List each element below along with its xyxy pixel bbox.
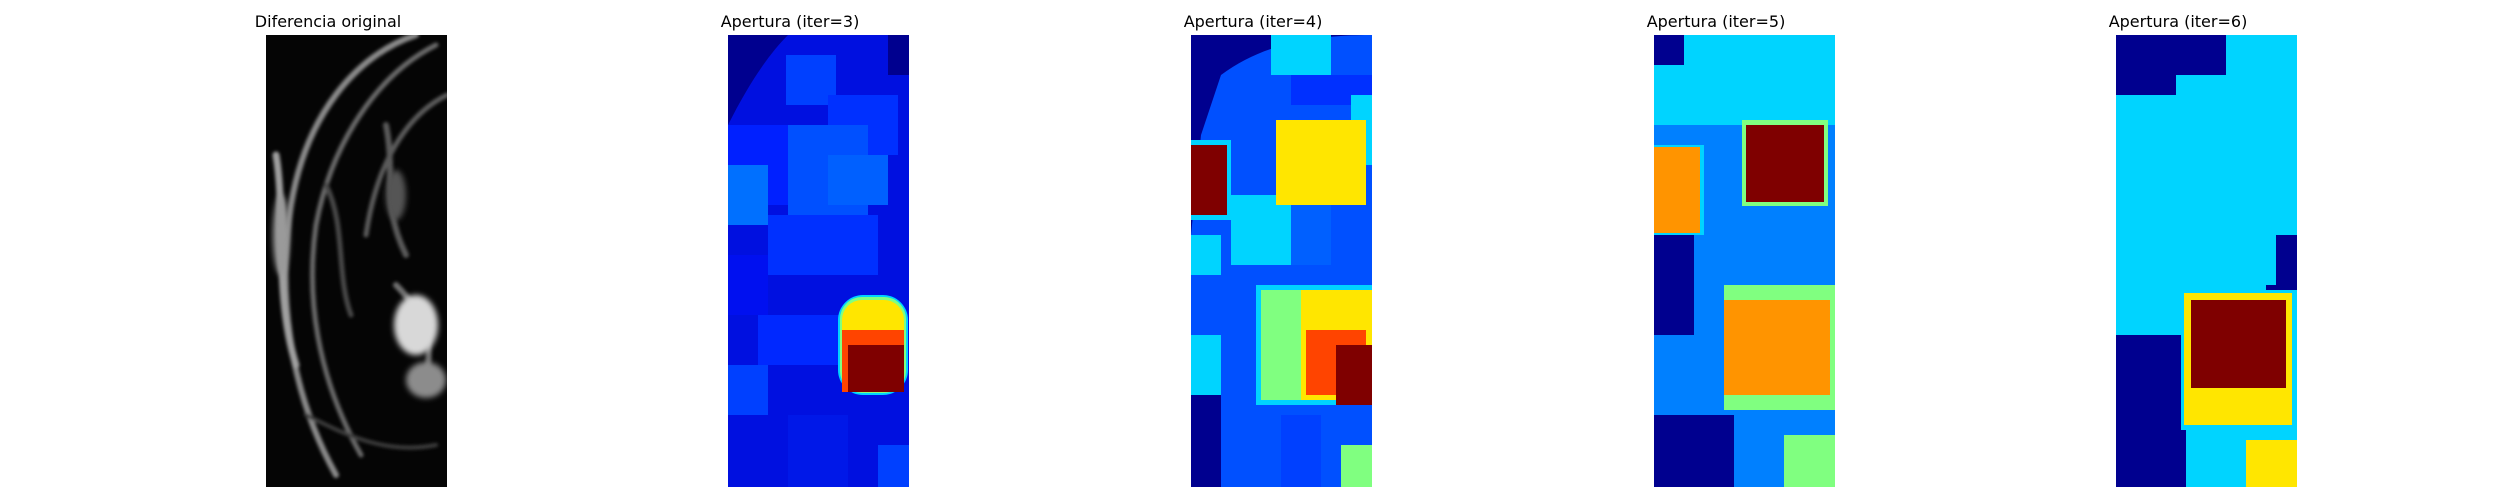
jet-colormap-opening-image: [728, 35, 909, 487]
panel-title: Diferencia original: [254, 12, 402, 31]
panel-iter-6: Apertura (iter=6): [2028, 0, 2328, 500]
panel-iter-4: Apertura (iter=4): [1103, 0, 1403, 500]
jet-colormap-opening-image: [1654, 35, 1835, 487]
jet-colormap-opening-image: [1191, 35, 1372, 487]
jet-colormap-opening-image: [2116, 35, 2297, 487]
panel-title: Apertura (iter=4): [1183, 12, 1323, 31]
panel-title: Apertura (iter=5): [1646, 12, 1786, 31]
panel-original: Diferencia original: [178, 0, 478, 500]
panel-title: Apertura (iter=6): [2108, 12, 2248, 31]
panel-iter-5: Apertura (iter=5): [1566, 0, 1866, 500]
grayscale-difference-image: [266, 35, 447, 487]
panel-iter-3: Apertura (iter=3): [640, 0, 940, 500]
panel-title: Apertura (iter=3): [720, 12, 860, 31]
